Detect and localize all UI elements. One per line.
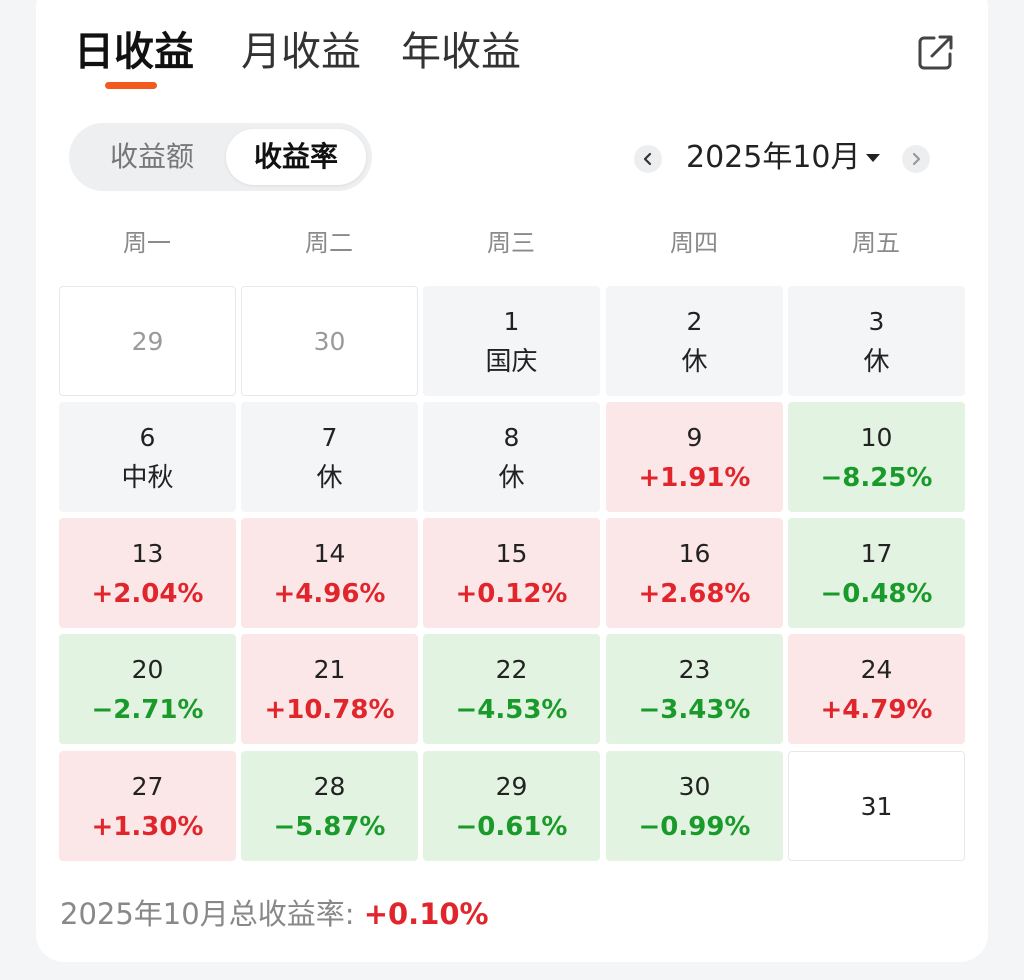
day-number: 29 — [495, 772, 528, 801]
daily-return: −8.25% — [820, 463, 933, 493]
calendar-day-cell[interactable]: 24 +4.79% — [788, 634, 965, 744]
day-number: 27 — [131, 772, 164, 801]
daily-return: −3.43% — [638, 695, 751, 725]
day-number: 22 — [495, 655, 528, 684]
calendar-day-cell[interactable]: 1 国庆 — [423, 286, 600, 396]
day-number: 7 — [321, 423, 338, 452]
daily-return: +1.91% — [638, 463, 751, 493]
daily-return: +10.78% — [264, 695, 395, 725]
share-icon[interactable] — [914, 30, 958, 74]
calendar-day-cell[interactable]: 31 — [788, 751, 965, 861]
calendar-day-cell[interactable]: 9 +1.91% — [606, 402, 783, 512]
calendar-day-cell[interactable]: 23 −3.43% — [606, 634, 783, 744]
calendar-day-cell[interactable]: 28 −5.87% — [241, 751, 418, 861]
day-number: 30 — [678, 772, 711, 801]
day-number: 24 — [860, 655, 893, 684]
calendar-day-cell[interactable]: 17 −0.48% — [788, 518, 965, 628]
daily-return: +1.30% — [91, 812, 204, 842]
day-number: 28 — [313, 772, 346, 801]
calendar-day-cell[interactable]: 14 +4.96% — [241, 518, 418, 628]
metric-segmented-control: 收益额 收益率 — [69, 123, 372, 191]
calendar-day-cell[interactable]: 27 +1.30% — [59, 751, 236, 861]
weekday-tue: 周二 — [305, 229, 353, 257]
day-number: 6 — [139, 423, 156, 452]
day-number: 8 — [503, 423, 520, 452]
calendar-day-cell[interactable]: 6 中秋 — [59, 402, 236, 512]
day-number: 16 — [678, 539, 711, 568]
calendar-day-cell[interactable]: 13 +2.04% — [59, 518, 236, 628]
calendar-day-cell[interactable]: 15 +0.12% — [423, 518, 600, 628]
daily-return: +2.04% — [91, 579, 204, 609]
calendar-day-cell[interactable]: 22 −4.53% — [423, 634, 600, 744]
weekday-wed: 周三 — [487, 229, 535, 257]
day-number: 15 — [495, 539, 528, 568]
daily-return: −0.48% — [820, 579, 933, 609]
weekday-fri: 周五 — [852, 229, 900, 257]
calendar-day-cell[interactable]: 30 — [241, 286, 418, 396]
active-tab-indicator — [105, 82, 157, 89]
caret-down-icon[interactable] — [866, 154, 880, 162]
day-number: 23 — [678, 655, 711, 684]
daily-return: −0.61% — [455, 812, 568, 842]
calendar-day-cell[interactable]: 29 −0.61% — [423, 751, 600, 861]
holiday-label: 休 — [498, 463, 525, 493]
calendar-day-cell[interactable]: 16 +2.68% — [606, 518, 783, 628]
weekday-thu: 周四 — [670, 229, 718, 257]
calendar-day-cell[interactable]: 29 — [59, 286, 236, 396]
chevron-left-icon[interactable] — [634, 145, 662, 173]
segment-rate[interactable]: 收益率 — [226, 129, 366, 185]
day-number: 9 — [686, 423, 703, 452]
day-number: 30 — [313, 327, 346, 356]
summary-label: 2025年10月总收益率: — [60, 897, 364, 931]
daily-return: −5.87% — [273, 812, 386, 842]
day-number: 2 — [686, 307, 703, 336]
chevron-right-icon[interactable] — [902, 145, 930, 173]
daily-return: −4.53% — [455, 695, 568, 725]
day-number: 3 — [868, 307, 885, 336]
segment-amount[interactable]: 收益额 — [109, 140, 194, 173]
holiday-label: 国庆 — [485, 347, 538, 377]
day-number: 17 — [860, 539, 893, 568]
tab-yearly[interactable]: 年收益 — [401, 29, 521, 75]
day-number: 14 — [313, 539, 346, 568]
holiday-label: 中秋 — [121, 463, 174, 493]
daily-return: +4.79% — [820, 695, 933, 725]
day-number: 13 — [131, 539, 164, 568]
tab-monthly[interactable]: 月收益 — [241, 29, 361, 75]
summary-value: +0.10% — [363, 897, 489, 931]
day-number: 21 — [313, 655, 346, 684]
calendar-day-cell[interactable]: 20 −2.71% — [59, 634, 236, 744]
calendar-day-cell[interactable]: 21 +10.78% — [241, 634, 418, 744]
holiday-label: 休 — [863, 347, 890, 377]
calendar-day-cell[interactable]: 30 −0.99% — [606, 751, 783, 861]
daily-return: +4.96% — [273, 579, 386, 609]
daily-return: +2.68% — [638, 579, 751, 609]
day-number: 29 — [131, 327, 164, 356]
day-number: 1 — [503, 307, 520, 336]
daily-return: +0.12% — [455, 579, 568, 609]
day-number: 20 — [131, 655, 164, 684]
weekday-mon: 周一 — [123, 229, 171, 257]
holiday-label: 休 — [316, 463, 343, 493]
daily-return: −0.99% — [638, 812, 751, 842]
day-number: 31 — [860, 792, 893, 821]
tab-daily[interactable]: 日收益 — [74, 29, 194, 75]
month-label[interactable]: 2025年10月 — [686, 140, 861, 175]
day-number: 10 — [860, 423, 893, 452]
calendar-day-cell[interactable]: 10 −8.25% — [788, 402, 965, 512]
holiday-label: 休 — [681, 347, 708, 377]
daily-return: −2.71% — [91, 695, 204, 725]
monthly-summary: 2025年10月总收益率: +0.10% — [60, 896, 489, 932]
